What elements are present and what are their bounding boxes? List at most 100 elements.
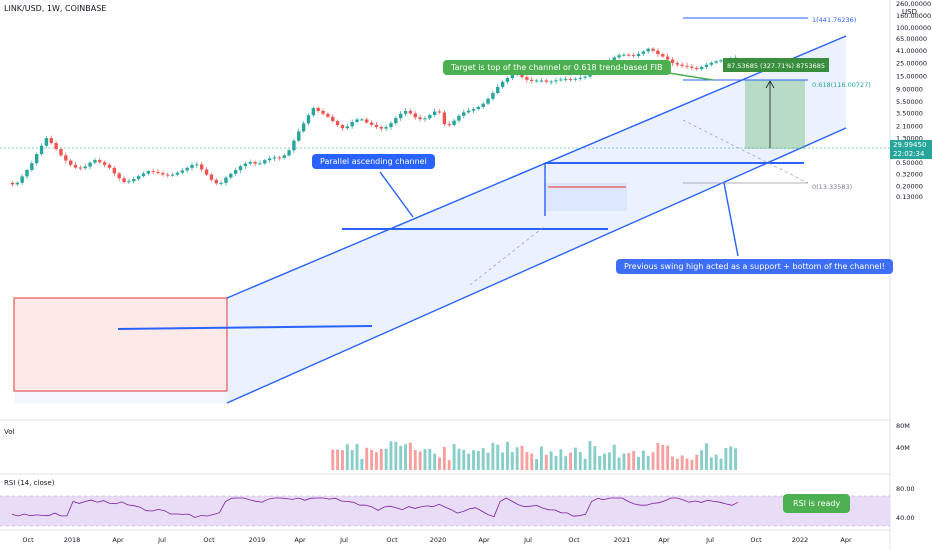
candle-body [39,145,44,155]
measure-label: 87.53685 (327.71%) 8753685 [727,62,825,70]
candle-body [466,110,471,113]
channel-callout[interactable]: Parallel ascending channel [312,154,435,169]
price-tick-label: 3.50000 [896,109,923,117]
volume-bar [467,453,471,470]
candle-body [219,182,223,184]
candle-body [418,117,422,120]
candle-body [68,160,73,165]
candle-body [452,120,456,126]
candle-body [185,167,189,171]
rsi-pane-label: RSI (14, close) [4,479,55,487]
volume-bar [666,445,670,470]
candle-body [699,66,704,70]
candle-body [102,162,107,165]
candle-body [680,64,684,66]
volume-bar [520,445,524,470]
measure-arrow-head [765,80,775,89]
candle-body [127,181,131,183]
volume-bar [355,443,359,470]
volume-bar [612,444,616,470]
candle-body [331,116,335,121]
candle-body [549,81,553,83]
candle-body [64,155,68,161]
price-tick-label: 260.00000 [896,0,931,8]
time-tick-label: Oct [22,536,34,544]
candle-body [34,154,39,164]
price-tick-label: 65.00000 [896,35,927,43]
candle-body [10,182,15,185]
candle-body [224,177,228,183]
candle-body [403,111,408,114]
volume-bar [569,452,573,470]
support-callout[interactable]: Previous swing high acted as a support +… [616,259,893,274]
candle-body [345,126,350,129]
time-tick-label: Apr [840,536,852,544]
candle-body [112,167,117,174]
volume-bar [734,448,738,470]
candle-body [243,163,248,167]
volume-bar [389,441,393,470]
volume-bar [496,444,500,470]
price-tick-label: 0.20000 [896,182,923,190]
candle-body [54,143,58,150]
candle-body [413,113,417,118]
symbol-header[interactable]: LINK/USD, 1W, COINBASE [4,4,107,13]
candle-body [20,176,24,183]
candle-body [321,110,325,114]
rsi-ready-callout[interactable]: RSI is ready [783,494,851,513]
candle-body [214,179,218,184]
candle-body [267,158,272,161]
current-price: 29.99450 [893,141,927,149]
volume-bar [598,455,602,470]
time-tick-label: Jul [523,536,532,544]
price-tick-label: 9.00000 [896,85,923,93]
volume-bar [442,446,446,470]
volume-bar [729,446,733,470]
candle-body [651,48,655,51]
volume-bar [544,454,548,470]
candle-body [88,162,92,167]
volume-bar [472,450,475,470]
candle-body [170,174,175,176]
candle-body [292,140,296,151]
volume-bar [559,449,563,470]
volume-bar [656,442,660,470]
candle-body [78,167,83,169]
candle-body [578,77,582,79]
candle-body [559,79,563,81]
volume-bar [481,448,485,470]
volume-bar [433,453,437,470]
candle-body [447,124,451,126]
volume-bar [690,459,694,470]
candle-body [661,54,665,57]
candle-body [437,111,442,113]
volume-bar [350,450,354,470]
candle-body [496,86,500,94]
time-tick-label: Jul [339,536,348,544]
candle-body [704,64,709,67]
candle-body [350,121,354,127]
time-tick-label: Oct [750,536,762,544]
candle-body [379,126,383,129]
volume-bar [340,450,344,470]
volume-bar [651,452,655,470]
volume-bar [476,451,480,470]
candle-body [719,60,723,62]
currency-label: USD [902,8,917,16]
candle-body [369,122,374,125]
price-tick-label: 0.50000 [896,159,923,167]
candle-body [534,80,539,82]
target-callout[interactable]: Target is top of the channel or 0.618 tr… [443,60,671,75]
time-tick-label: Apr [658,536,670,544]
candle-body [384,127,388,129]
candle-body [306,115,311,124]
volume-bar [671,456,674,470]
candle-body [685,65,689,67]
fib-618-label: 0.618(116.00727) [812,81,871,89]
candle-body [311,108,316,116]
time-tick-label: Apr [112,536,124,544]
candle-body [360,119,364,121]
volume-profile-zone [545,183,627,211]
ascending-channel-fill [227,36,846,403]
